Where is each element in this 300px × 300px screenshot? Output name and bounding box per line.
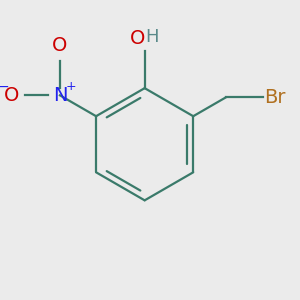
Text: +: + — [66, 80, 76, 93]
Text: H: H — [145, 28, 159, 46]
Text: O: O — [130, 29, 145, 48]
Text: −: − — [0, 80, 9, 94]
Text: N: N — [53, 86, 67, 105]
Text: Br: Br — [265, 88, 286, 107]
Text: O: O — [4, 86, 20, 105]
Text: O: O — [52, 36, 68, 55]
